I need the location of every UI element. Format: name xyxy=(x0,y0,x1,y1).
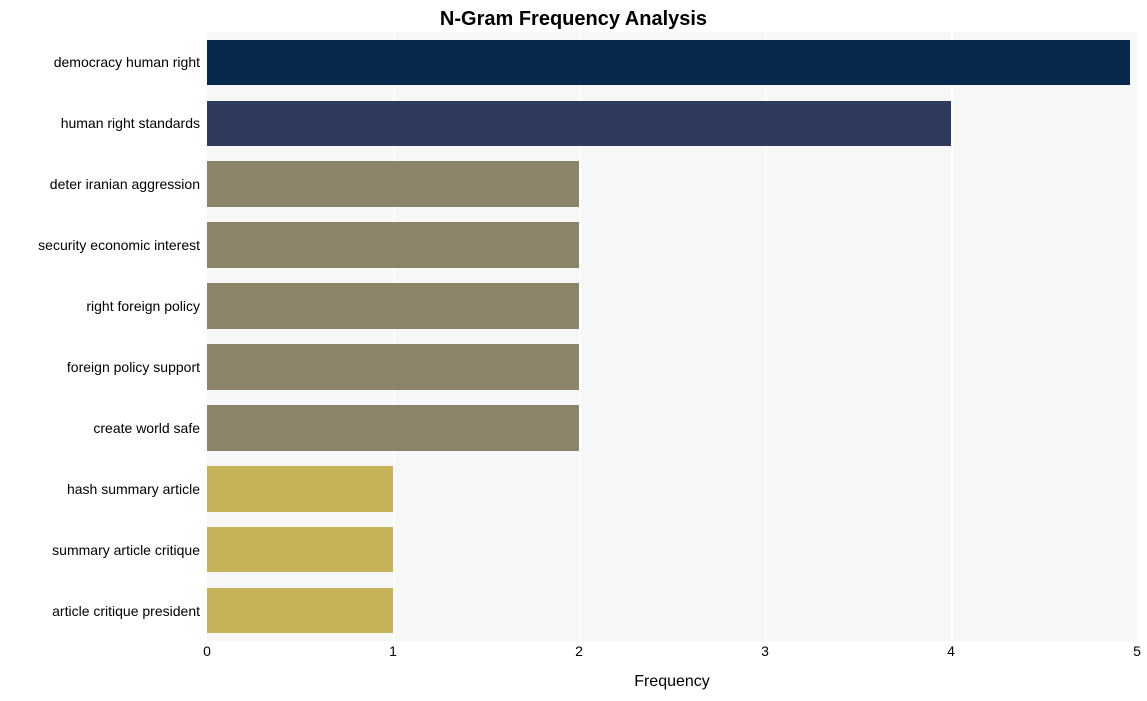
bar xyxy=(207,588,393,634)
ngram-frequency-chart: N-Gram Frequency Analysis democracy huma… xyxy=(0,0,1147,701)
y-tick-label: article critique president xyxy=(52,603,200,619)
bar xyxy=(207,405,579,451)
x-tick-label: 3 xyxy=(761,643,769,659)
x-tick-label: 5 xyxy=(1133,643,1141,659)
x-tick-label: 2 xyxy=(575,643,583,659)
x-tick-label: 0 xyxy=(203,643,211,659)
bar xyxy=(207,527,393,573)
y-tick-label: human right standards xyxy=(61,115,200,131)
y-tick-label: right foreign policy xyxy=(86,298,200,314)
bar xyxy=(207,283,579,329)
bar xyxy=(207,40,1130,86)
x-axis-label: Frequency xyxy=(207,673,1137,691)
x-tick-label: 1 xyxy=(389,643,397,659)
bar xyxy=(207,222,579,268)
x-axis-ticks: 012345 xyxy=(207,643,1137,663)
plot-area xyxy=(207,32,1137,641)
y-tick-label: democracy human right xyxy=(54,54,200,70)
x-tick-label: 4 xyxy=(947,643,955,659)
grid-line xyxy=(951,32,953,641)
chart-title: N-Gram Frequency Analysis xyxy=(10,8,1137,31)
y-tick-label: create world safe xyxy=(93,420,200,436)
y-axis-labels: democracy human right human right standar… xyxy=(0,32,200,641)
bar xyxy=(207,161,579,207)
y-tick-label: foreign policy support xyxy=(67,359,200,375)
y-tick-label: hash summary article xyxy=(67,481,200,497)
y-tick-label: summary article critique xyxy=(52,542,200,558)
bar xyxy=(207,101,951,147)
y-tick-label: deter iranian aggression xyxy=(50,176,200,192)
bar xyxy=(207,466,393,512)
y-tick-label: security economic interest xyxy=(38,237,200,253)
grid-line xyxy=(1137,32,1139,641)
bar xyxy=(207,344,579,390)
